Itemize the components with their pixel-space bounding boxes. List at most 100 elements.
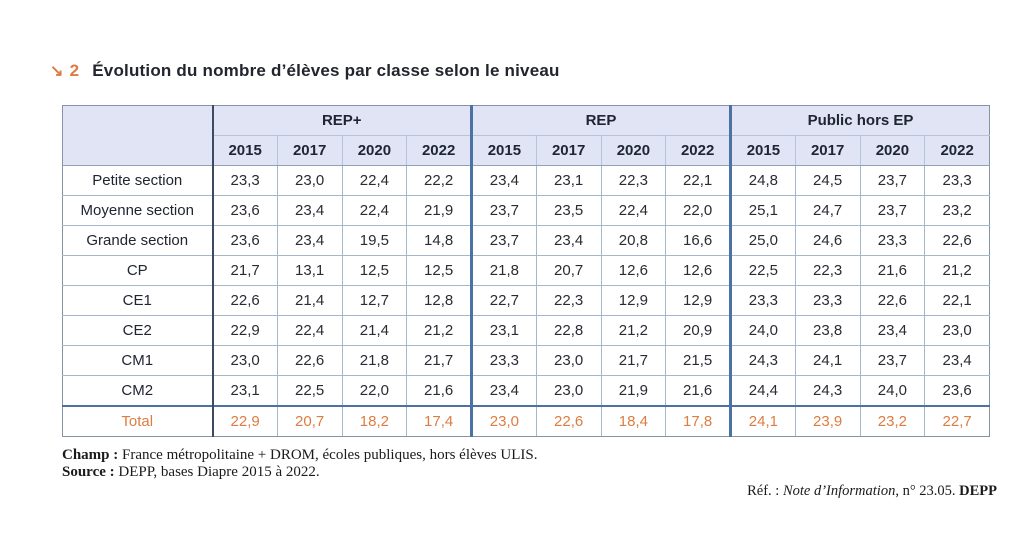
- year-header: 2022: [406, 135, 472, 166]
- value-cell: 23,0: [276, 165, 343, 196]
- ref-depp: DEPP: [959, 483, 997, 499]
- value-cell: 12,9: [600, 285, 667, 316]
- value-cell: 21,4: [341, 315, 408, 346]
- value-cell: 22,5: [276, 375, 343, 407]
- value-cell: 23,3: [924, 165, 990, 196]
- year-header-row: 2015 2017 2020 2022 2015 2017 2020 2022 2015 2017…: [63, 135, 990, 166]
- value-cell: 23,0: [212, 345, 278, 376]
- value-cell: 16,6: [665, 225, 731, 256]
- value-cell: 19,5: [341, 225, 408, 256]
- value-cell: 23,9: [794, 405, 861, 437]
- year-header: 2020: [341, 135, 408, 166]
- value-cell: 18,4: [600, 405, 667, 437]
- value-cell: 21,7: [406, 345, 472, 376]
- value-cell: 18,2: [341, 405, 408, 437]
- value-cell: 21,9: [600, 375, 667, 407]
- value-cell: 23,6: [212, 225, 278, 256]
- value-cell: 24,1: [794, 345, 861, 376]
- value-cell: 23,0: [924, 315, 990, 346]
- value-cell: 21,6: [665, 375, 731, 407]
- source-note: Source : DEPP, bases Diapre 2015 à 2022.: [62, 464, 320, 481]
- value-cell: 23,6: [924, 375, 990, 407]
- value-cell: 22,1: [924, 285, 990, 316]
- value-cell: 23,4: [859, 315, 926, 346]
- value-cell: 20,7: [276, 405, 343, 437]
- table-row: CM1 23,0 22,6 21,8 21,7 23,3 23,0 21,7 21,5 24,3 2…: [62, 345, 990, 376]
- year-header: 2022: [924, 135, 990, 166]
- row-label: CE1: [62, 285, 214, 316]
- value-cell: 23,4: [470, 375, 537, 407]
- value-cell: 24,0: [859, 375, 926, 407]
- value-cell: 23,7: [859, 195, 926, 226]
- value-cell: 21,6: [859, 255, 926, 286]
- value-cell: 24,7: [794, 195, 861, 226]
- value-cell: 23,4: [535, 225, 602, 256]
- value-cell: 22,0: [341, 375, 408, 407]
- value-cell: 21,5: [665, 345, 731, 376]
- reference-line: Réf. : Note d’Information, n° 23.05. DEP…: [747, 483, 997, 500]
- value-cell: 20,9: [665, 315, 731, 346]
- value-cell: 24,3: [729, 345, 796, 376]
- year-header: 2015: [470, 135, 537, 166]
- value-cell: 22,8: [535, 315, 602, 346]
- value-cell: 22,9: [212, 315, 278, 346]
- table-row: Petite section 23,3 23,0 22,4 22,2 23,4 23,1 22…: [62, 165, 990, 196]
- value-cell: 21,7: [212, 255, 278, 286]
- value-cell: 12,5: [406, 255, 472, 286]
- corner-cell: [62, 105, 214, 166]
- value-cell: 21,4: [276, 285, 343, 316]
- value-cell: 12,8: [406, 285, 472, 316]
- value-cell: 22,6: [924, 225, 990, 256]
- value-cell: 25,1: [729, 195, 796, 226]
- value-cell: 23,1: [212, 375, 278, 407]
- value-cell: 24,8: [729, 165, 796, 196]
- value-cell: 21,7: [600, 345, 667, 376]
- row-label: Total: [62, 405, 214, 437]
- value-cell: 21,2: [924, 255, 990, 286]
- row-label: Petite section: [62, 165, 214, 196]
- year-header: 2015: [212, 135, 278, 166]
- value-cell: 17,4: [406, 405, 472, 437]
- value-cell: 12,7: [341, 285, 408, 316]
- value-cell: 24,0: [729, 315, 796, 346]
- value-cell: 22,4: [341, 195, 408, 226]
- value-cell: 24,6: [794, 225, 861, 256]
- value-cell: 21,6: [406, 375, 472, 407]
- value-cell: 23,4: [924, 345, 990, 376]
- group-header-public-hors-ep: Public hors EP: [729, 105, 990, 136]
- value-cell: 23,2: [859, 405, 926, 437]
- value-cell: 12,5: [341, 255, 408, 286]
- table-row: CM2 23,1 22,5 22,0 21,6 23,4 23,0 21,9 21,6 24,4 2…: [62, 375, 990, 407]
- value-cell: 13,1: [276, 255, 343, 286]
- year-header: 2020: [600, 135, 667, 166]
- value-cell: 22,1: [665, 165, 731, 196]
- table-row: Grande section 23,6 23,4 19,5 14,8 23,7 23,4 20…: [62, 225, 990, 256]
- source-label: Source :: [62, 464, 115, 480]
- total-row: Total 22,9 20,7 18,2 17,4 23,0 22,6 18,4 17,8 24,…: [62, 405, 990, 437]
- group-header-rep-plus: REP+: [212, 105, 472, 136]
- value-cell: 22,3: [600, 165, 667, 196]
- value-cell: 22,6: [212, 285, 278, 316]
- value-cell: 22,6: [276, 345, 343, 376]
- value-cell: 23,4: [470, 165, 537, 196]
- year-header: 2020: [859, 135, 926, 166]
- value-cell: 23,5: [535, 195, 602, 226]
- year-header: 2015: [729, 135, 796, 166]
- value-cell: 22,7: [924, 405, 990, 437]
- value-cell: 22,3: [535, 285, 602, 316]
- figure-title: ↘ 2 Évolution du nombre d’élèves par cla…: [50, 61, 560, 81]
- value-cell: 23,2: [924, 195, 990, 226]
- group-header-row: REP+ REP Public hors EP: [62, 105, 990, 166]
- value-cell: 22,6: [859, 285, 926, 316]
- value-cell: 20,7: [535, 255, 602, 286]
- value-cell: 23,4: [276, 195, 343, 226]
- value-cell: 12,6: [600, 255, 667, 286]
- value-cell: 14,8: [406, 225, 472, 256]
- value-cell: 23,3: [794, 285, 861, 316]
- value-cell: 24,3: [794, 375, 861, 407]
- table-row: Moyenne section 23,6 23,4 22,4 21,9 23,7 23,5 2…: [62, 195, 990, 226]
- table-row: CP 21,7 13,1 12,5 12,5 21,8 20,7 12,6 12,6 22,5 22…: [62, 255, 990, 286]
- eleves-par-classe-table: REP+ REP Public hors EP 2015 2017 2020 2022…: [62, 105, 990, 437]
- value-cell: 24,4: [729, 375, 796, 407]
